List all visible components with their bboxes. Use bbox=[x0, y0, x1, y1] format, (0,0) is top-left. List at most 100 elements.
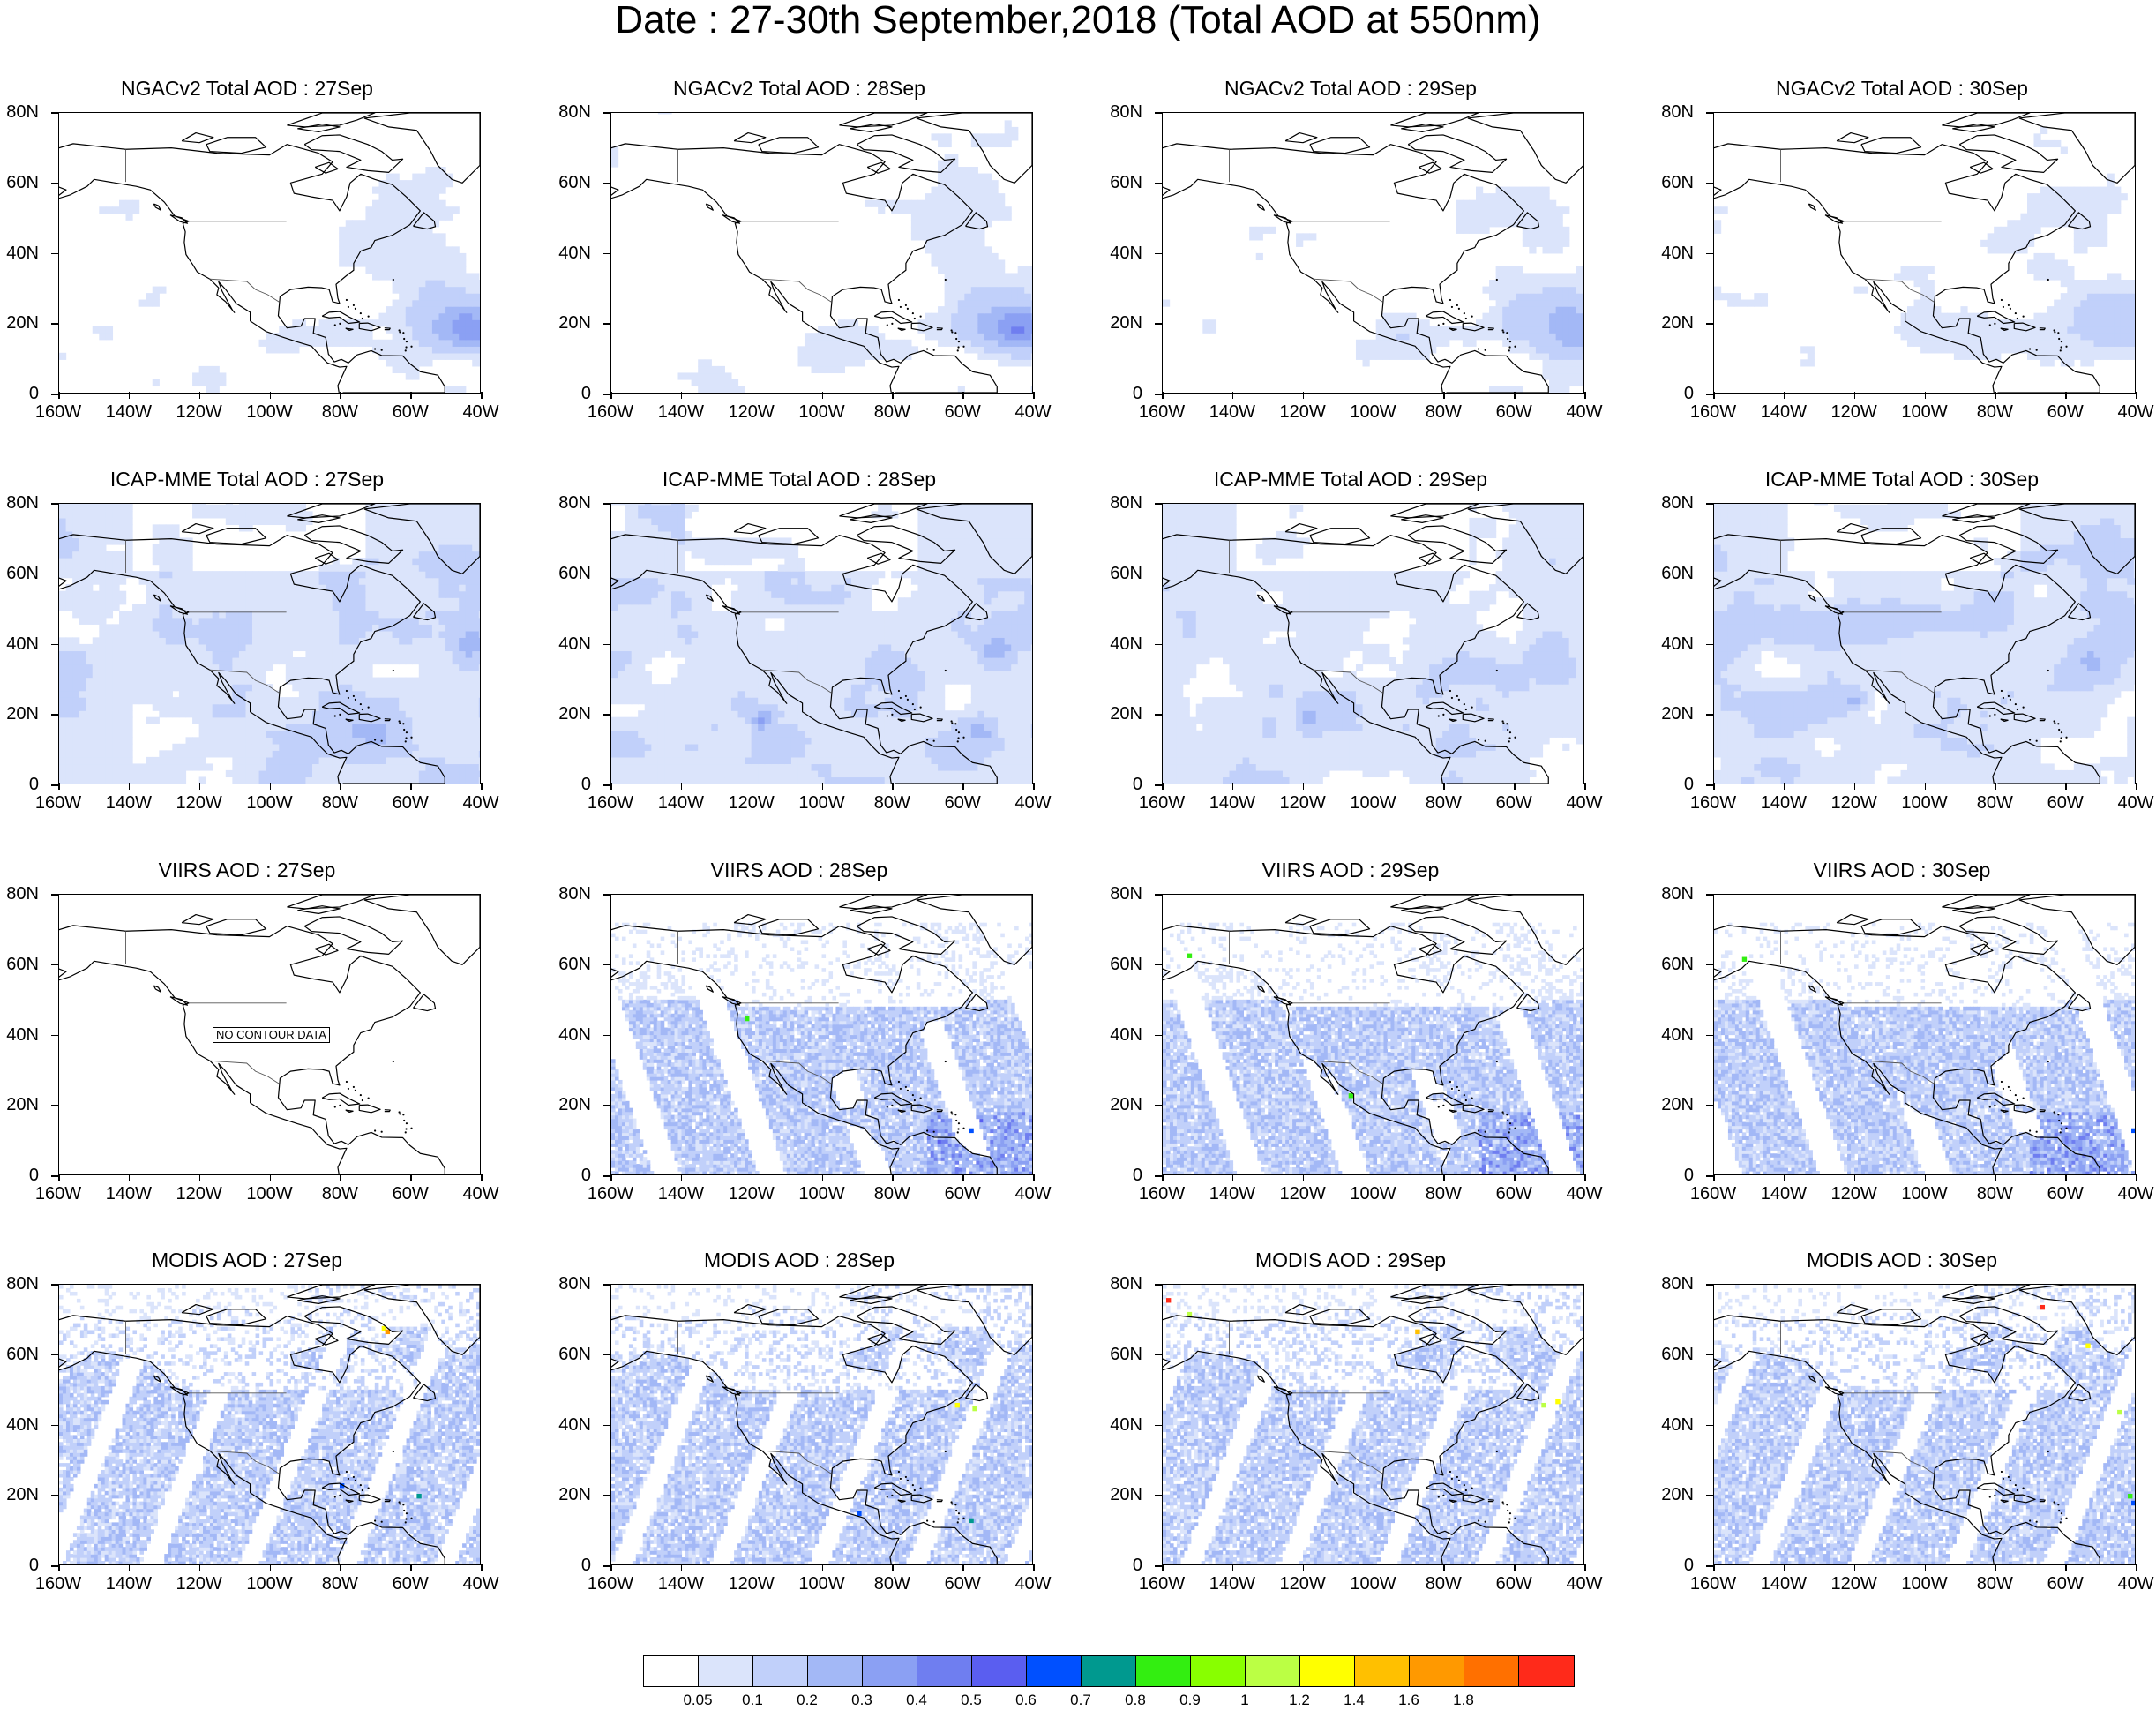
latitude-tick bbox=[51, 182, 58, 184]
longitude-label: 140W bbox=[1202, 402, 1263, 422]
longitude-tick bbox=[410, 1174, 412, 1181]
longitude-tick bbox=[269, 1174, 271, 1181]
longitude-label: 40W bbox=[1002, 1574, 1064, 1594]
longitude-tick bbox=[1853, 1174, 1856, 1181]
latitude-label: 20N bbox=[1100, 704, 1142, 724]
longitude-tick bbox=[269, 392, 271, 399]
latitude-tick bbox=[1706, 503, 1713, 505]
aod-field bbox=[1714, 504, 2135, 784]
latitude-label: 0 bbox=[1651, 384, 1694, 403]
no-contour-notice: NO CONTOUR DATA bbox=[213, 1027, 330, 1043]
longitude-label: 60W bbox=[932, 1574, 993, 1594]
longitude-tick bbox=[962, 1564, 964, 1571]
panel-title: NGACv2 Total AOD : 30Sep bbox=[1655, 76, 2149, 101]
longitude-tick bbox=[1162, 1174, 1164, 1181]
longitude-tick bbox=[1514, 783, 1516, 790]
longitude-label: 160W bbox=[580, 1574, 641, 1594]
latitude-tick bbox=[1706, 1034, 1713, 1036]
longitude-tick bbox=[410, 392, 412, 399]
latitude-tick bbox=[603, 1284, 610, 1286]
longitude-tick bbox=[1373, 392, 1374, 399]
aod-field bbox=[611, 1285, 1032, 1564]
longitude-tick bbox=[751, 1174, 753, 1181]
longitude-label: 60W bbox=[2034, 402, 2096, 422]
latitude-label: 40N bbox=[1651, 1415, 1694, 1435]
colorbar-label: 0.1 bbox=[726, 1691, 779, 1709]
longitude-label: 80W bbox=[1964, 402, 2025, 422]
map-canvas bbox=[1714, 113, 2135, 393]
longitude-label: 40W bbox=[450, 793, 512, 813]
latitude-tick bbox=[1155, 1424, 1162, 1426]
longitude-tick bbox=[1302, 1564, 1305, 1571]
longitude-tick bbox=[1302, 783, 1305, 790]
longitude-tick bbox=[58, 1564, 60, 1571]
latitude-label: 80N bbox=[549, 1274, 591, 1294]
longitude-label: 120W bbox=[721, 793, 782, 813]
colorbar-label: 0.8 bbox=[1109, 1691, 1162, 1709]
latitude-label: 0 bbox=[549, 1166, 591, 1185]
latitude-tick bbox=[1706, 252, 1713, 254]
coastlines bbox=[1714, 113, 2135, 393]
longitude-label: 60W bbox=[1483, 402, 1545, 422]
longitude-label: 140W bbox=[98, 1574, 160, 1594]
latitude-label: 60N bbox=[1651, 173, 1694, 192]
latitude-tick bbox=[603, 964, 610, 966]
latitude-label: 40N bbox=[0, 1025, 39, 1045]
map-panel: MODIS AOD : 28Sep 80N 60N 40N 20N 0 160W 140W 12… bbox=[549, 1248, 1051, 1594]
latitude-tick bbox=[1155, 1034, 1162, 1036]
longitude-label: 140W bbox=[1753, 1574, 1815, 1594]
longitude-tick bbox=[1231, 392, 1234, 399]
latitude-tick bbox=[51, 1495, 58, 1496]
latitude-label: 60N bbox=[1100, 173, 1142, 192]
map-canvas bbox=[611, 1285, 1032, 1564]
latitude-tick bbox=[1706, 1424, 1713, 1426]
latitude-label: 0 bbox=[0, 1556, 39, 1575]
latitude-label: 40N bbox=[549, 634, 591, 654]
longitude-label: 160W bbox=[580, 402, 641, 422]
coastlines bbox=[611, 1285, 1032, 1564]
latitude-tick bbox=[1706, 1105, 1713, 1106]
longitude-label: 100W bbox=[239, 1574, 301, 1594]
latitude-tick bbox=[1155, 1495, 1162, 1496]
panel-title: MODIS AOD : 30Sep bbox=[1655, 1248, 2149, 1272]
longitude-label: 140W bbox=[650, 1574, 712, 1594]
latitude-tick bbox=[603, 182, 610, 184]
longitude-tick bbox=[821, 392, 823, 399]
longitude-label: 120W bbox=[1272, 1574, 1334, 1594]
latitude-label: 40N bbox=[1651, 1025, 1694, 1045]
map-frame bbox=[1713, 112, 2136, 394]
latitude-tick bbox=[603, 394, 610, 395]
map-frame bbox=[58, 503, 481, 784]
longitude-label: 80W bbox=[309, 1574, 371, 1594]
aod-field bbox=[611, 113, 1032, 393]
longitude-tick bbox=[1924, 1174, 1926, 1181]
coastlines bbox=[1714, 1285, 2135, 1564]
latitude-tick bbox=[51, 1354, 58, 1356]
map-panel: VIIRS AOD : 28Sep 80N 60N 40N 20N 0 160W 140W 12… bbox=[549, 858, 1051, 1204]
longitude-tick bbox=[751, 783, 753, 790]
longitude-tick bbox=[680, 392, 683, 399]
latitude-label: 80N bbox=[1100, 102, 1142, 122]
longitude-tick bbox=[1443, 392, 1445, 399]
latitude-tick bbox=[1155, 573, 1162, 575]
latitude-label: 40N bbox=[549, 1025, 591, 1045]
map-canvas bbox=[1714, 895, 2135, 1174]
coastlines bbox=[1163, 504, 1583, 784]
map-canvas bbox=[1163, 504, 1583, 784]
longitude-tick bbox=[58, 783, 60, 790]
longitude-tick bbox=[340, 392, 341, 399]
longitude-tick bbox=[481, 783, 483, 790]
colorbar-swatch bbox=[644, 1656, 699, 1686]
latitude-tick bbox=[1706, 323, 1713, 325]
latitude-label: 80N bbox=[549, 493, 591, 513]
longitude-label: 60W bbox=[379, 1184, 441, 1204]
colorbar-swatch bbox=[1355, 1656, 1410, 1686]
longitude-tick bbox=[1783, 1174, 1785, 1181]
longitude-tick bbox=[481, 1564, 483, 1571]
coastlines bbox=[59, 504, 480, 784]
longitude-tick bbox=[962, 1174, 964, 1181]
longitude-tick bbox=[610, 1174, 612, 1181]
longitude-label: 160W bbox=[1682, 402, 1744, 422]
latitude-tick bbox=[1706, 1284, 1713, 1286]
